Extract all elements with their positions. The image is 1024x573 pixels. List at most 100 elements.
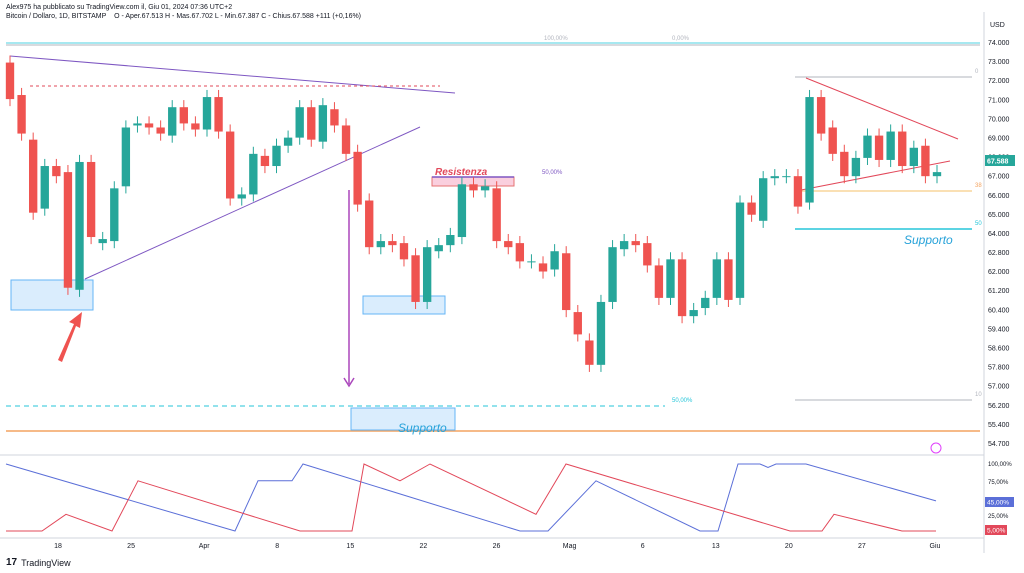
indicator-line-blue — [5, 463, 937, 532]
candle-body — [179, 107, 188, 124]
candle-body — [735, 202, 745, 298]
price-tick-label: 65.000 — [988, 212, 1010, 219]
time-tick-label: 22 — [420, 543, 428, 550]
fib-right-50-label: 50 — [975, 221, 982, 227]
time-tick-label: Giu — [930, 543, 941, 550]
price-tick-label: 58.600 — [988, 346, 1010, 353]
indicator-tick-label: 25,00% — [988, 514, 1009, 520]
candle-body — [805, 97, 814, 203]
candle-body — [898, 131, 907, 167]
candle-body — [411, 255, 420, 302]
price-tick-label: 72.000 — [988, 78, 1010, 85]
pointer-arrow — [58, 312, 82, 362]
candle-body — [86, 161, 96, 238]
candle-body — [793, 176, 803, 207]
candle-series — [5, 55, 942, 372]
time-axis: 18 25 Apr 8 15 22 26 Mag 6 13 20 27 Giu — [0, 537, 984, 550]
price-tick-label: 74.000 — [988, 40, 1010, 47]
flash-icon — [930, 442, 942, 454]
indicator-red-value: 5,00% — [987, 528, 1006, 535]
time-tick-label: Mag — [563, 543, 577, 550]
price-tick-label: 69.000 — [988, 135, 1010, 142]
candle-body — [677, 259, 687, 317]
time-tick-label: 6 — [641, 543, 645, 550]
indicator-tick-label: 100,00% — [988, 462, 1012, 468]
candle-body — [121, 127, 131, 187]
candle-body — [295, 107, 304, 138]
candle-body — [480, 186, 490, 191]
time-tick-label: Apr — [199, 543, 211, 550]
candle-body — [5, 62, 15, 100]
indicator-red-badge — [985, 525, 1007, 535]
price-tick-label: 62.000 — [988, 269, 1010, 276]
time-tick-label: 13 — [712, 543, 720, 550]
fib-50-bottom-label: 50,00% — [672, 398, 693, 404]
fib-50-top-label: 50,00% — [542, 170, 563, 176]
fib-100-label: 100,00% — [544, 36, 568, 42]
trendline-down — [9, 55, 456, 94]
candle-body — [932, 172, 942, 177]
candle-body — [550, 251, 559, 270]
fib-right-38-label: 38 — [975, 183, 982, 189]
candle-body — [260, 155, 270, 167]
candle-body — [770, 176, 779, 179]
currency-label: USD — [990, 22, 1005, 29]
candle-body — [365, 200, 374, 248]
candle-body — [144, 123, 154, 128]
price-tick-label: 66.000 — [988, 193, 1010, 200]
time-tick-label: 20 — [785, 543, 793, 550]
resistance-label: Resistenza — [435, 167, 488, 178]
candle-body — [701, 297, 710, 309]
candle-body — [191, 123, 200, 130]
candle-body — [318, 105, 328, 142]
price-tick-label: 61.200 — [988, 288, 1010, 295]
candle-body — [689, 310, 698, 317]
candle-body — [307, 107, 316, 140]
candle-body — [388, 241, 397, 246]
candle-body — [504, 241, 513, 248]
price-tick-label: 67.000 — [988, 174, 1010, 181]
indicator-line-red — [6, 463, 936, 532]
tradingview-logo: 17 — [6, 557, 18, 568]
indicator-blue-badge — [985, 497, 1014, 507]
candle-body — [168, 107, 177, 136]
candle-body — [29, 139, 38, 213]
candle-body — [921, 145, 930, 177]
candle-body — [237, 194, 246, 199]
candle-body — [17, 95, 26, 134]
candle-body — [515, 243, 525, 262]
candle-body — [573, 312, 582, 335]
time-tick-label: 18 — [54, 543, 62, 550]
candle-body — [214, 97, 223, 132]
candle-body — [249, 153, 258, 195]
candle-body — [712, 259, 722, 298]
price-tick-label: 64.000 — [988, 231, 1010, 238]
candle-body — [376, 241, 385, 248]
candle-body — [666, 259, 675, 298]
candle-body — [156, 127, 165, 134]
candle-body — [492, 188, 501, 242]
support-label-right: Supporto — [904, 233, 953, 247]
last-price-box — [985, 155, 1015, 166]
time-tick-label: 26 — [493, 543, 501, 550]
projection-arrowhead — [343, 377, 355, 388]
candle-body — [747, 202, 756, 215]
candle-body — [724, 259, 733, 300]
candle-body — [608, 247, 617, 302]
triangle-upper — [805, 77, 959, 140]
time-tick-label: 15 — [346, 543, 354, 550]
candle-body — [782, 176, 791, 178]
candle-body — [585, 340, 594, 365]
candle-body — [40, 166, 49, 209]
candle-body — [863, 135, 872, 158]
candle-body — [225, 131, 235, 199]
chart-drawings — [6, 42, 980, 454]
candle-body — [457, 184, 467, 238]
brand-name: TradingView — [21, 557, 71, 568]
price-tick-label: 62.800 — [988, 250, 1010, 257]
indicator-pane: 100,00%75,00%45,00%25,00%5,00%45,00%5,00… — [0, 454, 1014, 535]
price-tick-label: 71.000 — [988, 97, 1010, 104]
candle-body — [596, 301, 606, 365]
